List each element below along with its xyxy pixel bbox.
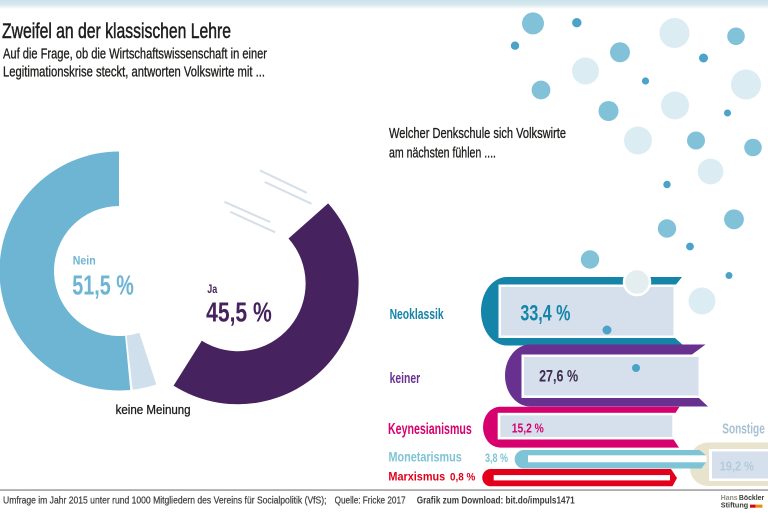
svg-text:Ja: Ja <box>207 284 217 296</box>
svg-text:3,8 %: 3,8 % <box>485 451 508 465</box>
svg-text:15,2 %: 15,2 % <box>512 421 544 436</box>
svg-text:Keynesianismus: Keynesianismus <box>388 421 472 438</box>
svg-text:Hans: Hans <box>721 493 738 502</box>
svg-text:33,4 %: 33,4 % <box>520 300 570 325</box>
svg-text:Quelle: Fricke 2017: Quelle: Fricke 2017 <box>335 496 406 507</box>
svg-text:Welcher Denkschule sich Volksw: Welcher Denkschule sich Volkswirte <box>389 126 566 142</box>
svg-text:Sonstige: Sonstige <box>722 421 765 438</box>
svg-text:keiner: keiner <box>390 371 421 387</box>
svg-text:Nein: Nein <box>73 256 96 268</box>
svg-text:Neoklassik: Neoklassik <box>390 307 445 323</box>
svg-text:am nächsten fühlen ....: am nächsten fühlen .... <box>389 146 496 162</box>
svg-text:19,2 %: 19,2 % <box>720 458 754 473</box>
svg-text:0,8 %: 0,8 % <box>450 471 475 483</box>
svg-text:Böckler: Böckler <box>739 493 764 502</box>
svg-text:51,5 %: 51,5 % <box>72 269 134 300</box>
svg-text:Stiftung: Stiftung <box>721 501 748 510</box>
svg-text:keine Meinung: keine Meinung <box>116 403 191 417</box>
svg-text:Zweifel an der klassischen Leh: Zweifel an der klassischen Lehre <box>2 19 231 43</box>
svg-text:Umfrage im Jahr 2015 unter run: Umfrage im Jahr 2015 unter rund 1000 Mit… <box>3 496 327 507</box>
svg-text:Grafik zum Download: bit.do/im: Grafik zum Download: bit.do/impuls1471 <box>417 496 575 507</box>
svg-text:Auf die Frage, ob die Wirtscha: Auf die Frage, ob die Wirtschaftswissens… <box>3 47 267 63</box>
svg-text:Legitimationskrise steckt, ant: Legitimationskrise steckt, antworten Vol… <box>3 65 265 81</box>
svg-text:27,6 %: 27,6 % <box>539 367 578 386</box>
svg-text:Monetarismus: Monetarismus <box>389 449 462 464</box>
svg-text:Marxismus: Marxismus <box>388 470 445 484</box>
svg-text:45,5 %: 45,5 % <box>206 296 272 327</box>
